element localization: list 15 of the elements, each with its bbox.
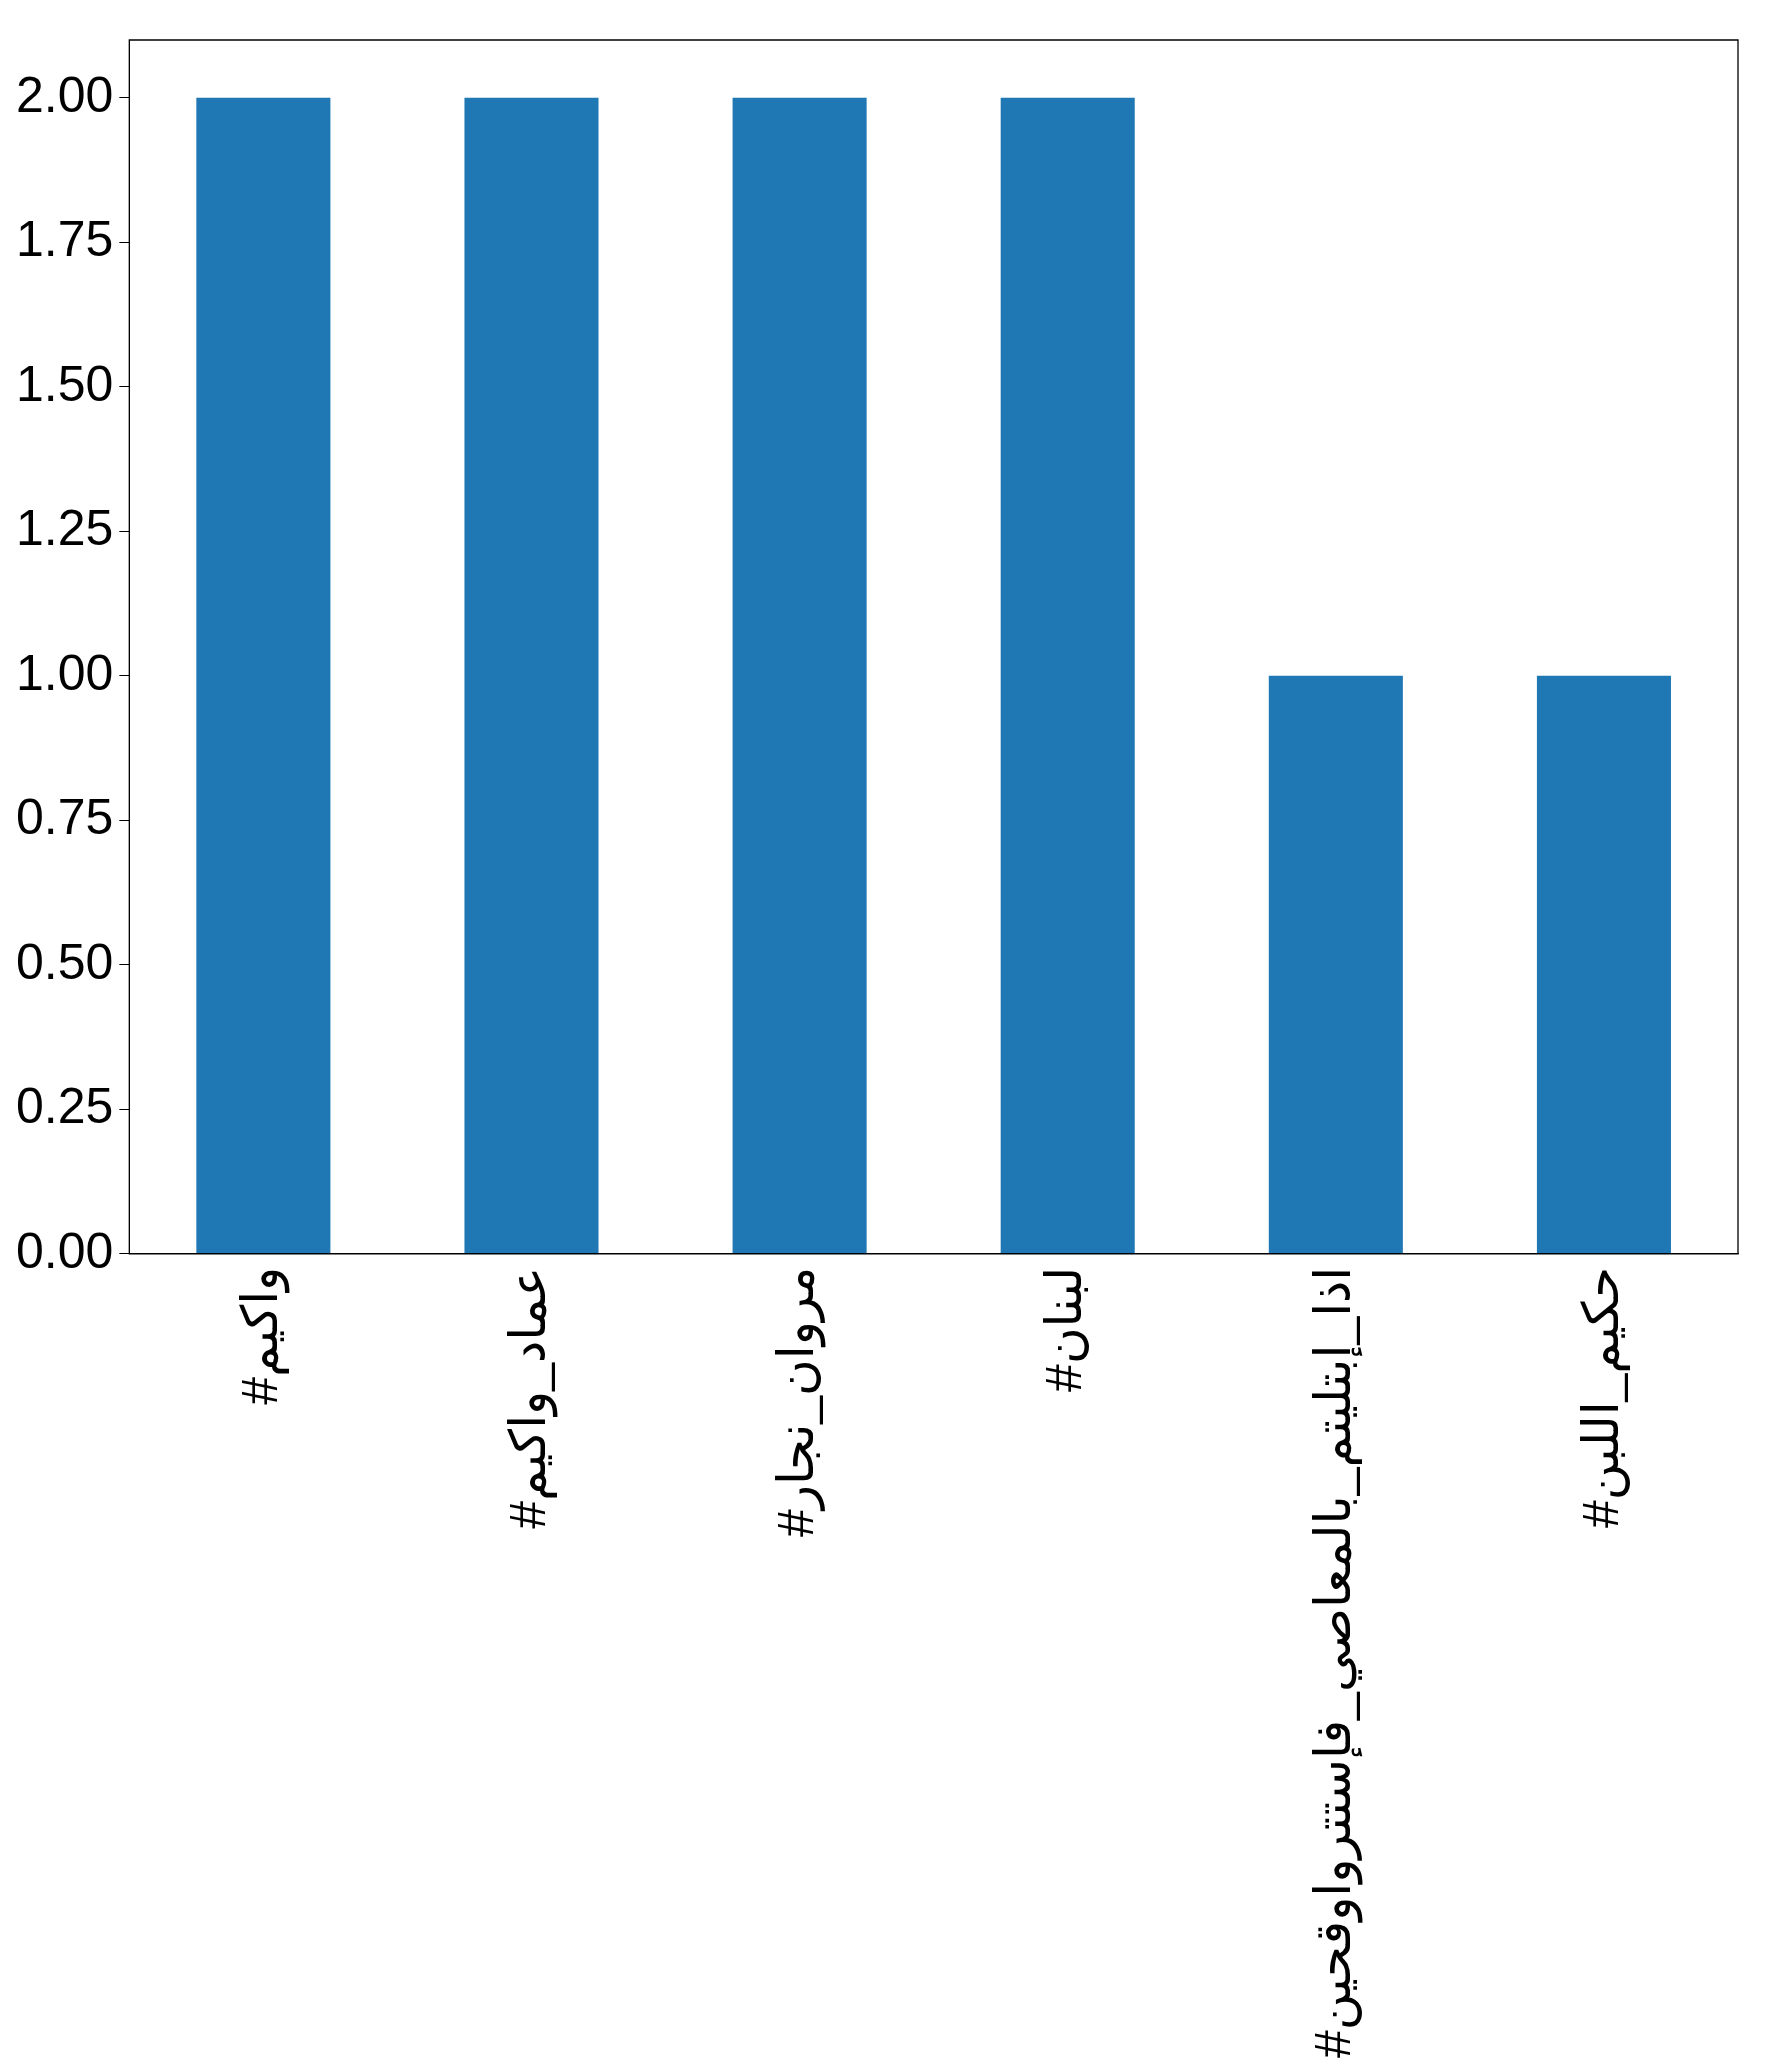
y-tick-label: 1.00 — [15, 644, 114, 701]
x-tick-label: #اذا_إبتليتم_بالمعاصي_فإستترواوقحين — [1304, 1266, 1363, 2059]
y-tick-label: 1.75 — [15, 211, 114, 268]
x-tick-label: #عماد_واكيم — [500, 1266, 559, 1529]
y-tick-label: 0.25 — [15, 1078, 114, 1135]
y-tick-label: 1.50 — [15, 355, 114, 412]
y-tick-label: 0.00 — [15, 1222, 114, 1279]
y-tick-label: 0.75 — [15, 789, 114, 846]
x-tick-label: #واكيم — [232, 1266, 291, 1405]
y-tick-label: 2.00 — [15, 66, 114, 123]
y-tick-label: 0.50 — [15, 933, 114, 990]
x-tick-label: #مروان_نجار — [768, 1266, 827, 1538]
y-tick-label: 1.25 — [15, 500, 114, 557]
x-tick-label: #حكيم_اللبن — [1572, 1266, 1630, 1529]
x-tick-label: #لبنان — [1036, 1266, 1093, 1392]
